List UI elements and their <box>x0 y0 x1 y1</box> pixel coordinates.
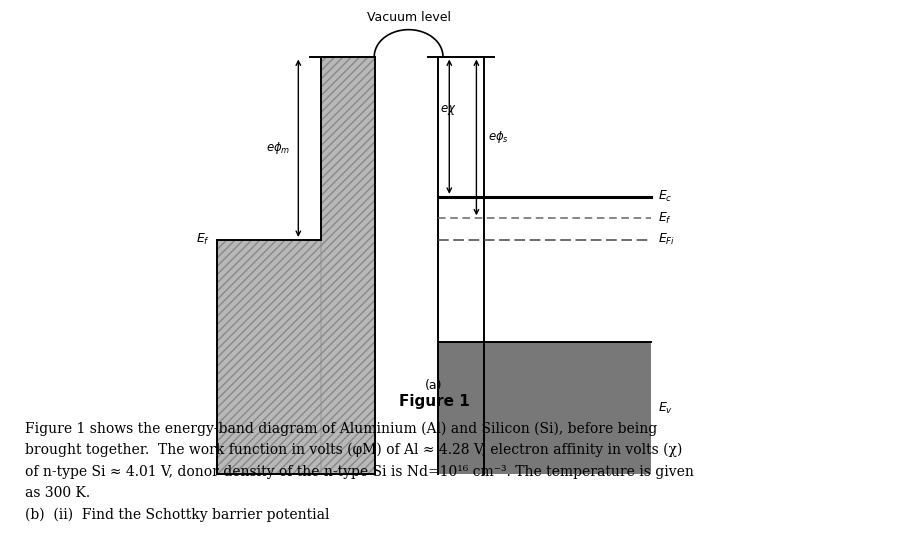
Bar <box>217 240 321 474</box>
Text: $E_v$: $E_v$ <box>657 400 673 416</box>
Text: of n-type Si ≈ 4.01 V, donor density of the n-type Si is Nd=10¹⁶ cm⁻³. The tempe: of n-type Si ≈ 4.01 V, donor density of … <box>25 465 694 479</box>
Text: $E_f$: $E_f$ <box>657 211 672 226</box>
Text: $e\phi_m$: $e\phi_m$ <box>265 140 291 156</box>
Text: (a): (a) <box>424 379 442 392</box>
Text: $e\phi_s$: $e\phi_s$ <box>488 129 509 146</box>
Text: Vacuum level: Vacuum level <box>367 11 450 24</box>
Text: (b)  (ii)  Find the Schottky barrier potential: (b) (ii) Find the Schottky barrier poten… <box>25 508 330 522</box>
Text: $E_{Fi}$: $E_{Fi}$ <box>657 232 675 247</box>
Text: Figure 1 shows the energy-band diagram of Aluminium (Al) and Silicon (Si), befor: Figure 1 shows the energy-band diagram o… <box>25 421 656 436</box>
Bar <box>321 57 375 474</box>
Text: $E_f$: $E_f$ <box>195 232 209 247</box>
Text: $e\chi$: $e\chi$ <box>440 103 456 118</box>
Bar <box>217 240 321 474</box>
Text: brought together.  The work function in volts (φM) of Al ≈ 4.28 V, electron affi: brought together. The work function in v… <box>25 443 682 457</box>
Bar <box>438 342 650 474</box>
Text: $E_c$: $E_c$ <box>657 189 672 204</box>
Text: as 300 K.: as 300 K. <box>25 486 90 500</box>
Text: Figure 1: Figure 1 <box>398 394 469 409</box>
Bar <box>321 57 375 474</box>
